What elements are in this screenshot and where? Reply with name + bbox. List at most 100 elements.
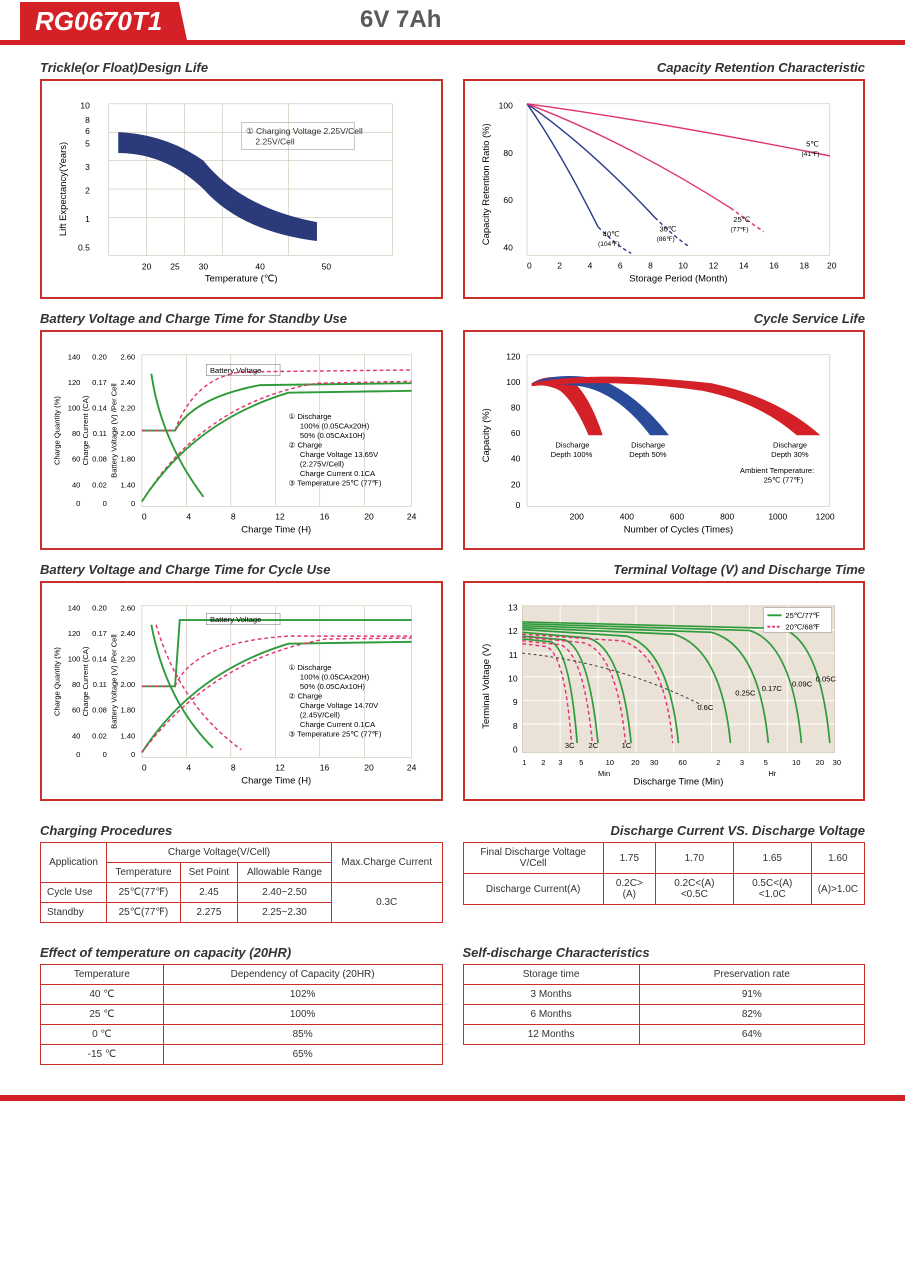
svg-text:Min: Min xyxy=(598,769,610,778)
st-discharge: Discharge Current VS. Discharge Voltage xyxy=(463,823,866,838)
svg-text:Charge Current (CA): Charge Current (CA) xyxy=(81,646,90,716)
svg-text:12: 12 xyxy=(275,511,285,521)
svg-text:10: 10 xyxy=(80,101,90,111)
svg-text:(77℉): (77℉) xyxy=(730,227,748,234)
svg-text:60: 60 xyxy=(678,758,686,767)
svg-text:6: 6 xyxy=(85,126,90,136)
footer-bar xyxy=(0,1095,905,1101)
svg-text:0.17: 0.17 xyxy=(92,378,107,387)
svg-text:Depth 100%: Depth 100% xyxy=(550,450,592,459)
svg-text:8: 8 xyxy=(648,260,653,270)
svg-text:2.20: 2.20 xyxy=(121,404,136,413)
svg-text:20: 20 xyxy=(364,762,374,772)
chart-terminal: 3C2C1C 0.6C0.25C0.17C0.09C0.05C 25℃/77℉ … xyxy=(463,581,866,801)
svg-text:0: 0 xyxy=(515,500,520,510)
svg-text:0: 0 xyxy=(103,499,107,508)
svg-text:2: 2 xyxy=(557,260,562,270)
st-selfdis: Self-discharge Characteristics xyxy=(463,945,866,960)
svg-text:100: 100 xyxy=(68,404,81,413)
svg-text:Storage Period (Month): Storage Period (Month) xyxy=(629,274,727,285)
svg-text:0: 0 xyxy=(527,260,532,270)
svg-text:① Charging Voltage 2.25V/Cell: ① Charging Voltage 2.25V/Cell xyxy=(246,126,363,136)
svg-text:12: 12 xyxy=(508,626,518,636)
svg-text:Discharge: Discharge xyxy=(555,441,589,450)
svg-text:5: 5 xyxy=(85,138,90,148)
svg-text:5: 5 xyxy=(579,758,583,767)
svg-text:(2.45V/Cell): (2.45V/Cell) xyxy=(300,710,340,719)
svg-text:3: 3 xyxy=(558,758,562,767)
svg-text:18: 18 xyxy=(799,260,809,270)
svg-text:8: 8 xyxy=(231,762,236,772)
svg-text:30℃: 30℃ xyxy=(659,225,676,234)
st-charging: Charging Procedures xyxy=(40,823,443,838)
svg-text:20: 20 xyxy=(631,758,639,767)
svg-text:8: 8 xyxy=(512,721,517,731)
svg-text:25℃ (77℉): 25℃ (77℉) xyxy=(763,476,803,485)
svg-text:0.20: 0.20 xyxy=(92,604,107,613)
svg-text:400: 400 xyxy=(619,511,633,521)
svg-text:Depth 30%: Depth 30% xyxy=(771,450,809,459)
svg-text:Charge Voltage 14.70V: Charge Voltage 14.70V xyxy=(300,701,379,710)
svg-text:50% (0.05CAx10H): 50% (0.05CAx10H) xyxy=(300,431,366,440)
svg-text:Capacity (%): Capacity (%) xyxy=(481,408,492,462)
svg-text:2: 2 xyxy=(541,758,545,767)
svg-text:80: 80 xyxy=(510,403,520,413)
svg-text:600: 600 xyxy=(669,511,683,521)
svg-text:120: 120 xyxy=(506,352,520,362)
svg-text:40: 40 xyxy=(503,243,513,253)
svg-text:60: 60 xyxy=(503,195,513,205)
svg-text:100% (0.05CAx20H): 100% (0.05CAx20H) xyxy=(300,422,370,431)
chart-capret: 40℃(104℉) 30℃(86℉) 25℃(77℉) 5℃(41℉) 100 … xyxy=(463,79,866,299)
header-spec: 6V 7Ah xyxy=(360,6,441,34)
svg-text:20: 20 xyxy=(510,479,520,489)
svg-text:0: 0 xyxy=(76,750,80,759)
svg-text:140: 140 xyxy=(68,353,81,362)
svg-text:0.11: 0.11 xyxy=(93,680,107,689)
svg-text:Battery Voltage (V) /Per Cell: Battery Voltage (V) /Per Cell xyxy=(109,383,118,478)
svg-text:13: 13 xyxy=(508,603,518,613)
chart-trickle: ① Charging Voltage 2.25V/Cell 2.25V/Cell… xyxy=(40,79,443,299)
svg-text:2.00: 2.00 xyxy=(121,680,136,689)
svg-text:0.08: 0.08 xyxy=(92,706,107,715)
svg-text:80: 80 xyxy=(72,680,80,689)
svg-text:10: 10 xyxy=(678,260,688,270)
svg-text:80: 80 xyxy=(72,429,80,438)
svg-text:10: 10 xyxy=(791,758,799,767)
svg-text:12: 12 xyxy=(275,762,285,772)
svg-text:0.09C: 0.09C xyxy=(791,679,812,688)
svg-text:2C: 2C xyxy=(588,741,598,750)
svg-text:(86℉): (86℉) xyxy=(656,236,674,243)
svg-text:50% (0.05CAx10H): 50% (0.05CAx10H) xyxy=(300,682,366,691)
chart-standby: Battery Voltage ① Discharge 100% (0.05CA… xyxy=(40,330,443,550)
svg-text:20: 20 xyxy=(815,758,823,767)
svg-text:Battery Voltage: Battery Voltage xyxy=(210,366,261,375)
svg-text:Discharge: Discharge xyxy=(773,441,807,450)
svg-text:0.02: 0.02 xyxy=(92,731,107,740)
svg-text:0.25C: 0.25C xyxy=(735,689,756,698)
svg-text:Charge Time (H): Charge Time (H) xyxy=(241,525,311,536)
svg-text:100: 100 xyxy=(506,377,520,387)
svg-text:1.80: 1.80 xyxy=(121,706,136,715)
svg-text:9: 9 xyxy=(512,697,517,707)
svg-text:0.05C: 0.05C xyxy=(815,675,836,684)
svg-text:0.6C: 0.6C xyxy=(697,703,714,712)
svg-text:200: 200 xyxy=(569,511,583,521)
svg-text:0: 0 xyxy=(103,750,107,759)
svg-text:Charge Current 0.1CA: Charge Current 0.1CA xyxy=(300,469,376,478)
svg-text:1.40: 1.40 xyxy=(121,731,136,740)
svg-text:Charge Quantity (%): Charge Quantity (%) xyxy=(53,396,62,465)
svg-text:③ Temperature 25℃ (77℉): ③ Temperature 25℃ (77℉) xyxy=(289,729,382,738)
svg-text:(2.275V/Cell): (2.275V/Cell) xyxy=(300,459,345,468)
svg-text:10: 10 xyxy=(605,758,613,767)
svg-text:30: 30 xyxy=(199,261,209,271)
svg-text:(41℉): (41℉) xyxy=(801,151,819,158)
svg-text:Ambient Temperature:: Ambient Temperature: xyxy=(739,466,813,475)
ct-cycleuse: Battery Voltage and Charge Time for Cycl… xyxy=(40,562,443,577)
svg-text:1.40: 1.40 xyxy=(121,480,136,489)
svg-text:Charge Voltage 13.65V: Charge Voltage 13.65V xyxy=(300,450,379,459)
svg-text:3C: 3C xyxy=(564,741,574,750)
page-header: RG0670T1 6V 7Ah xyxy=(0,0,905,45)
svg-text:0.11: 0.11 xyxy=(93,429,107,438)
svg-text:0: 0 xyxy=(142,511,147,521)
svg-text:4: 4 xyxy=(186,511,191,521)
